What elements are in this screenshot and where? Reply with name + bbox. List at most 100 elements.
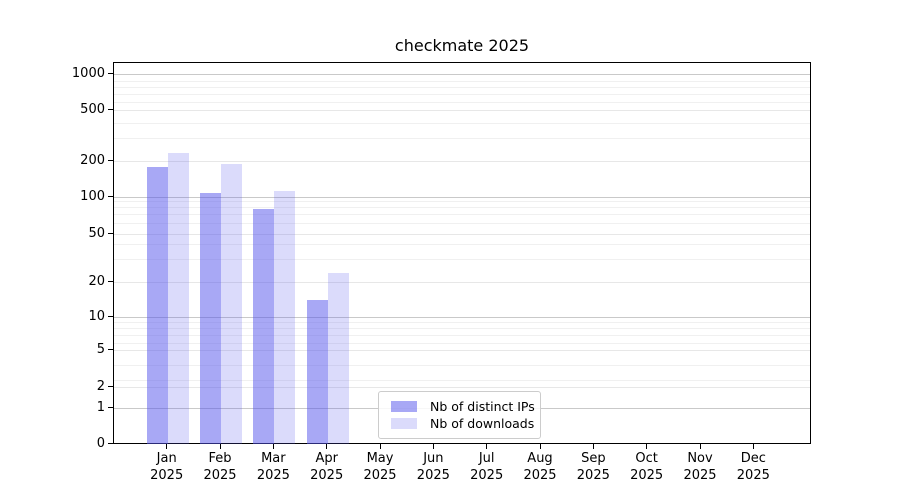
- x-tick-month: Mar: [261, 450, 286, 466]
- gridline: [114, 316, 810, 318]
- x-tick-year: 2025: [363, 468, 397, 483]
- gridline: [114, 349, 810, 351]
- x-axis-tick-label: Apr 2025: [295, 450, 359, 485]
- gridline: [114, 281, 810, 283]
- x-tick-year: 2025: [523, 468, 557, 483]
- gridline: [114, 86, 810, 88]
- x-tick-year: 2025: [310, 468, 344, 483]
- gridline: [114, 322, 810, 324]
- legend-swatch-distinct-ips: [391, 401, 417, 412]
- x-tick-year: 2025: [576, 468, 610, 483]
- legend: Nb of distinct IPs Nb of downloads: [378, 391, 541, 439]
- x-tick-year: 2025: [683, 468, 717, 483]
- x-axis-tick-label: May 2025: [348, 450, 412, 485]
- y-tick-mark: [108, 72, 113, 74]
- x-tick-month: Apr: [315, 450, 338, 466]
- y-axis-tick-label: 0: [96, 436, 105, 451]
- x-axis-tick-label: Mar 2025: [241, 450, 305, 485]
- x-tick-mark: [432, 443, 434, 449]
- y-tick-mark: [108, 348, 113, 350]
- x-axis-tick-label: Jan 2025: [135, 450, 199, 485]
- chart-title: checkmate 2025: [394, 36, 530, 55]
- y-tick-mark: [108, 196, 113, 197]
- x-tick-mark: [699, 443, 701, 449]
- gridline: [114, 214, 810, 216]
- x-tick-year: 2025: [630, 468, 664, 483]
- bar-downloads: [221, 163, 243, 445]
- plot-area: Nb of distinct IPs Nb of downloads: [113, 62, 811, 445]
- y-tick-mark: [108, 315, 113, 317]
- y-axis-tick-label: 500: [80, 101, 105, 117]
- x-tick-mark: [272, 443, 274, 449]
- x-axis-tick-label: Nov 2025: [668, 450, 732, 485]
- legend-swatch-downloads: [391, 418, 417, 429]
- bar-downloads: [327, 272, 349, 445]
- x-tick-year: 2025: [470, 468, 504, 483]
- x-tick-month: Jul: [478, 450, 495, 466]
- bar-distinct-ips: [146, 167, 168, 445]
- gridline: [114, 197, 810, 198]
- x-tick-month: May: [366, 450, 394, 466]
- x-tick-month: Oct: [635, 450, 658, 466]
- y-tick-mark: [108, 280, 113, 282]
- x-tick-mark: [752, 443, 754, 449]
- x-axis-tick-label: Oct 2025: [615, 450, 679, 485]
- x-tick-mark: [166, 443, 168, 449]
- x-axis-tick-label: Jul 2025: [455, 450, 519, 485]
- x-tick-mark: [486, 443, 488, 449]
- gridline: [114, 138, 810, 140]
- y-axis-tick-label: 50: [88, 225, 105, 241]
- x-tick-year: 2025: [736, 468, 770, 483]
- gridline: [114, 258, 810, 260]
- x-axis-tick-label: Aug 2025: [508, 450, 572, 485]
- gridline: [114, 364, 810, 366]
- y-tick-mark: [108, 406, 113, 408]
- y-tick-mark: [108, 159, 113, 161]
- bar-downloads: [167, 153, 189, 445]
- gridline: [114, 123, 810, 125]
- gridline: [114, 101, 810, 103]
- y-axis-tick-label: 1: [96, 399, 105, 415]
- x-tick-month: Dec: [740, 450, 766, 466]
- gridline: [114, 222, 810, 224]
- gridline: [114, 201, 810, 203]
- x-tick-year: 2025: [150, 468, 184, 483]
- x-tick-month: Aug: [527, 450, 553, 466]
- x-tick-mark: [646, 443, 648, 449]
- y-tick-mark: [108, 385, 113, 387]
- x-tick-mark: [539, 443, 541, 449]
- x-tick-month: Jan: [156, 450, 177, 466]
- bar-distinct-ips: [253, 209, 275, 445]
- bar-distinct-ips: [200, 193, 222, 445]
- x-tick-year: 2025: [256, 468, 290, 483]
- x-tick-year: 2025: [416, 468, 450, 483]
- bar-distinct-ips: [306, 300, 328, 445]
- x-tick-mark: [219, 443, 221, 449]
- gridline: [114, 93, 810, 95]
- gridline: [114, 80, 810, 82]
- legend-label-downloads: Nb of downloads: [430, 416, 535, 431]
- gridline: [114, 160, 810, 162]
- legend-item-downloads: Nb of downloads: [387, 415, 535, 432]
- y-axis-tick-label: 100: [80, 189, 105, 204]
- x-tick-mark: [592, 443, 594, 449]
- y-axis-tick-label: 20: [88, 273, 105, 289]
- gridline: [114, 379, 810, 381]
- y-axis-tick-label: 10: [88, 308, 105, 324]
- x-axis-tick-label: Feb 2025: [188, 450, 252, 485]
- x-axis-tick-label: Dec 2025: [721, 450, 785, 485]
- x-tick-month: Jun: [423, 450, 444, 466]
- gridline: [114, 233, 810, 235]
- legend-item-distinct-ips: Nb of distinct IPs: [387, 398, 535, 415]
- y-tick-mark: [108, 232, 113, 234]
- x-axis-tick-label: Sep 2025: [561, 450, 625, 485]
- x-tick-month: Feb: [208, 450, 232, 466]
- x-axis-tick-label: Jun 2025: [401, 450, 465, 485]
- x-tick-mark: [326, 443, 328, 449]
- y-tick-mark: [108, 108, 113, 110]
- bar-downloads: [274, 191, 296, 445]
- x-tick-month: Nov: [687, 450, 713, 466]
- y-tick-mark: [108, 443, 113, 444]
- y-axis-tick-label: 1000: [71, 65, 105, 81]
- x-tick-month: Sep: [581, 450, 606, 466]
